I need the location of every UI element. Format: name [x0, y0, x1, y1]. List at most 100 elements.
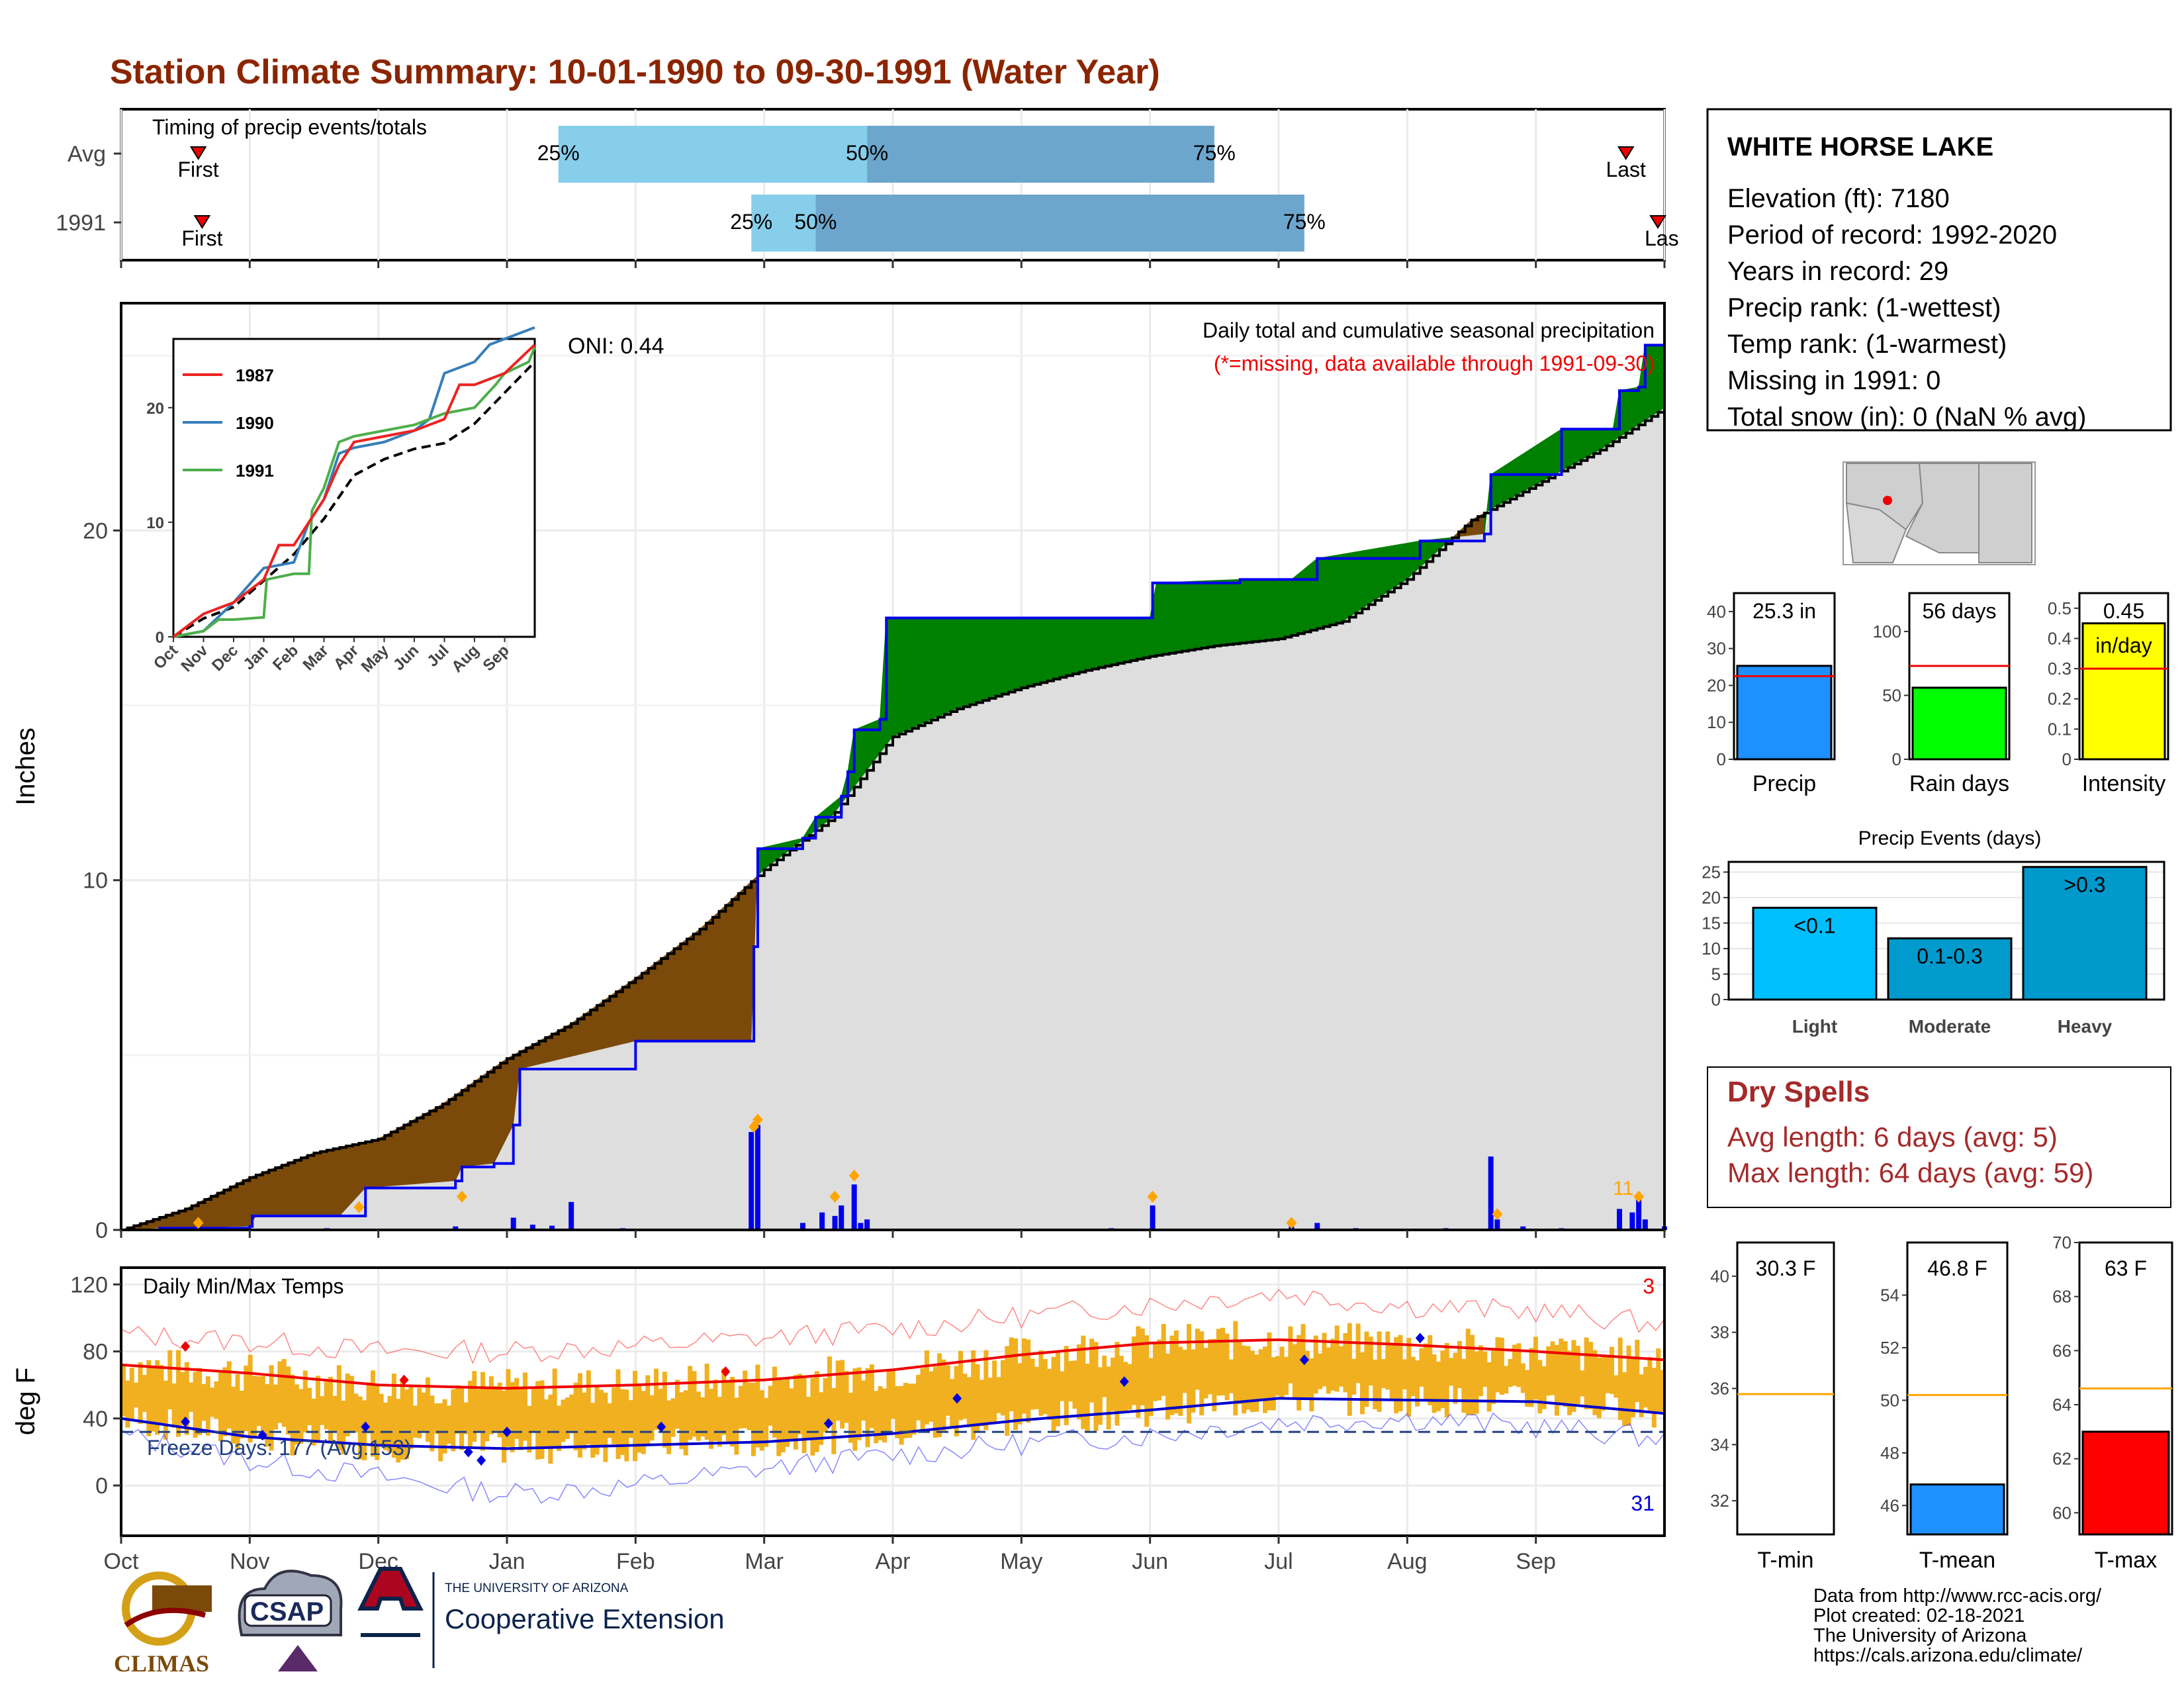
daily-temp-range-bar: [1106, 1366, 1111, 1430]
station-line-3: Years in record: 29: [1727, 257, 1948, 286]
oni-label: ONI: 0.44: [568, 334, 664, 359]
daily-temp-range-bar: [1461, 1358, 1467, 1413]
daily-temp-range-bar: [324, 1382, 329, 1430]
daily-temp-range-bar: [1440, 1350, 1445, 1409]
daily-temp-range-bar: [1394, 1336, 1399, 1414]
daily-temp-range-bar: [1263, 1346, 1268, 1413]
daily-temp-range-bar: [201, 1383, 206, 1421]
summary-bar-precip: [1736, 665, 1833, 761]
daily-temp-range-bar: [557, 1405, 562, 1452]
daily-temp-range-bar: [463, 1402, 469, 1434]
daily-temp-range-bar: [433, 1403, 439, 1434]
record-low-marker: [361, 1421, 371, 1432]
daily-temp-range-bar: [543, 1399, 549, 1447]
daily-temp-range-bar: [1444, 1342, 1449, 1417]
daily-temp-range-bar: [1660, 1370, 1665, 1412]
daily-temp-range-bar: [1055, 1350, 1060, 1427]
daily-temp-range-bar: [920, 1368, 925, 1430]
precip-note: Daily total and cumulative seasonal prec…: [1203, 318, 1655, 342]
daily-temp-range-bar: [1030, 1358, 1035, 1410]
daily-precip-bar: [749, 1132, 754, 1230]
dry-spells-box: Dry Spells Avg length: 6 days (avg: 5) M…: [1707, 1066, 2171, 1208]
temp-ytick-label: 34: [1710, 1434, 1729, 1454]
credit-line-1: Data from http://www.rcc-acis.org/: [1813, 1585, 2102, 1607]
daily-temp-range-bar: [248, 1354, 253, 1443]
daily-temp-range-bar: [506, 1369, 511, 1447]
daily-precip-bar: [839, 1205, 844, 1230]
daily-temp-range-bar: [688, 1366, 693, 1440]
missing-data-note: (*=missing, data available through 1991-…: [1214, 352, 1655, 375]
locator-map: [1843, 461, 2036, 565]
daily-temp-range-bar: [966, 1377, 972, 1428]
daily-temp-range-bar: [1415, 1360, 1420, 1407]
daily-temp-range-bar: [1009, 1337, 1014, 1412]
daily-temp-range-bar: [1283, 1356, 1289, 1395]
daily-temp-range-bar: [353, 1393, 359, 1433]
daily-precip-bar: [832, 1215, 838, 1230]
daily-temp-range-bar: [1435, 1361, 1441, 1411]
record-high-marker: [181, 1340, 191, 1352]
daily-temp-range-bar: [1152, 1342, 1158, 1401]
daily-temp-range-bar: [768, 1385, 773, 1426]
record-high-marker: [721, 1366, 731, 1377]
summary-bar-label: Precip: [1752, 771, 1816, 796]
daily-precip-bar: [549, 1225, 555, 1230]
daily-temp-range-bar: [899, 1385, 904, 1445]
summary-ytick-label: 0.3: [2048, 659, 2071, 679]
daily-precip-bar: [858, 1223, 864, 1230]
daily-temp-range-bar: [1635, 1339, 1640, 1403]
daily-temp-range-bar: [1567, 1350, 1572, 1415]
daily-temp-range-bar: [1651, 1368, 1657, 1428]
summary-ytick-label: 10: [1707, 712, 1726, 732]
precip-events-chart: Precip Events (days) 0 5 10 15 20 25 <0.1 Light 0…: [1702, 827, 2165, 1037]
daily-temp-range-bar: [649, 1395, 655, 1441]
daily-temp-range-bar: [290, 1374, 295, 1456]
temp-ytick-label: 62: [2052, 1449, 2071, 1469]
month-label: Jan: [489, 1549, 525, 1574]
daily-temp-range-bar: [1072, 1360, 1077, 1409]
daily-temp-range-bar: [1402, 1359, 1407, 1389]
precip-ytick-label: 20: [83, 518, 108, 543]
timing-panel: Timing of precip events/totals Avg 25% 50% 7…: [56, 108, 1679, 268]
last-event-label: Last: [1606, 158, 1646, 181]
daily-temp-range-bar: [907, 1383, 913, 1438]
summary-unit-label: in/day: [2095, 633, 2152, 657]
temp-value-label: 30.3 F: [1756, 1256, 1816, 1280]
daily-temp-range-bar: [772, 1366, 777, 1438]
daily-temp-range-bar: [548, 1394, 553, 1464]
daily-temp-range-bar: [1207, 1339, 1212, 1395]
daily-temp-range-bar: [552, 1368, 557, 1447]
daily-temp-range-bar: [1097, 1367, 1103, 1425]
event-bar-label: >0.3: [2064, 873, 2105, 897]
daily-temp-range-bar: [163, 1380, 168, 1440]
daily-temp-range-bar: [759, 1390, 764, 1451]
temp-ytick-label: 38: [1710, 1323, 1729, 1342]
daily-temp-range-bar: [603, 1392, 608, 1462]
daily-temp-range-bar: [628, 1400, 633, 1438]
daily-temp-range-bar: [273, 1384, 278, 1430]
summary-ytick-label: 0: [1892, 749, 1901, 769]
daily-precip-bar: [1642, 1219, 1648, 1230]
daily-temp-range-bar: [349, 1376, 354, 1431]
daily-temp-range-bar: [886, 1370, 891, 1433]
summary-ytick-label: 0.4: [2048, 628, 2071, 648]
daily-temp-range-bar: [1601, 1356, 1606, 1411]
temp-bar-frame: [1736, 1241, 1835, 1536]
daily-temp-range-bar: [1228, 1359, 1234, 1393]
daily-temp-range-bar: [1647, 1356, 1653, 1413]
daily-temp-range-bar: [1351, 1358, 1357, 1395]
daily-temp-range-bar: [493, 1385, 498, 1432]
events-ytick-label: 10: [1702, 939, 1721, 959]
daily-temp-range-bar: [645, 1375, 651, 1446]
daily-temp-range-bar: [1428, 1335, 1433, 1405]
timing-bar-q25-q50: [751, 195, 816, 252]
daily-temp-range-bar: [459, 1385, 465, 1450]
daily-temp-range-bar: [298, 1389, 304, 1444]
daily-precip-bar: [1629, 1212, 1635, 1230]
daily-temp-range-bar: [819, 1392, 824, 1445]
daily-temp-range-bar: [222, 1367, 228, 1436]
daily-temp-range-bar: [218, 1372, 223, 1442]
daily-temp-range-bar: [924, 1350, 929, 1425]
temp-ytick-label: 64: [2052, 1395, 2071, 1415]
events-ytick-label: 20: [1702, 888, 1721, 908]
